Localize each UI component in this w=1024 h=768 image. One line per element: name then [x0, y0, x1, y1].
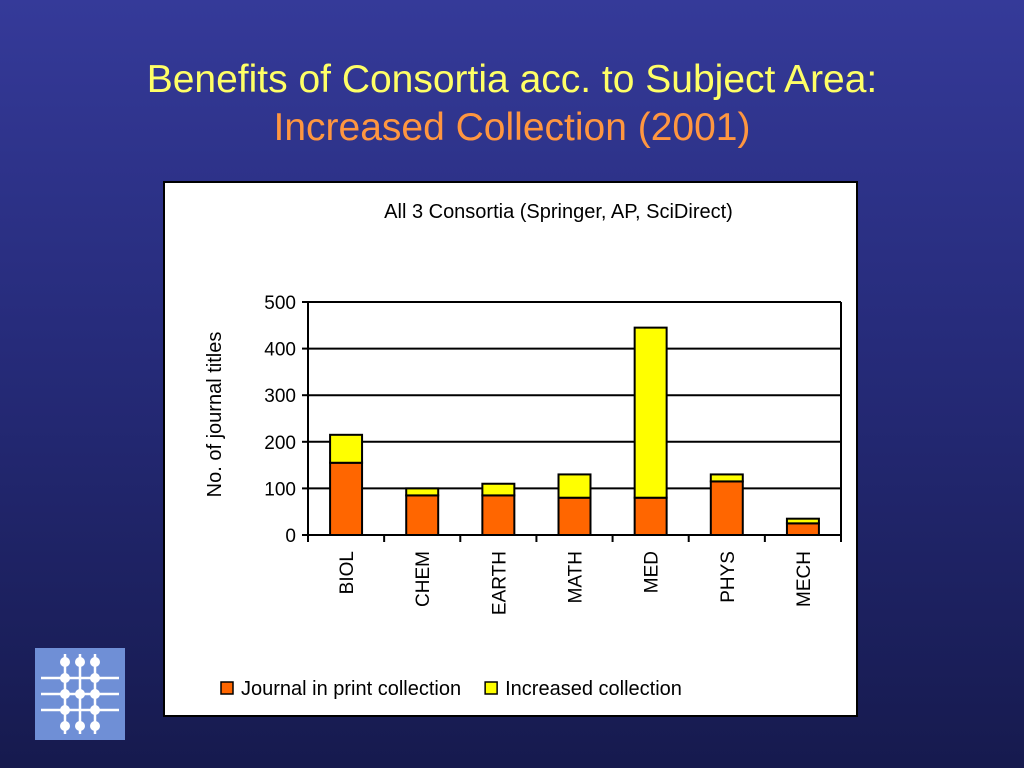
x-tick-label: MATH	[566, 551, 587, 603]
bar-chem-series-2	[405, 487, 440, 497]
x-tick-label: MED	[642, 551, 663, 593]
bar-mech-series-1	[785, 522, 820, 537]
bar-phys-series-2	[709, 473, 744, 483]
x-tick-label: CHEM	[413, 551, 434, 607]
bar-med-series-1	[633, 496, 668, 536]
stacked-bar-chart: All 3 Consortia (Springer, AP, SciDirect…	[204, 201, 842, 700]
bar-phys-series-1	[709, 480, 744, 537]
legend-swatch-1	[220, 681, 234, 695]
legend-swatch-2	[484, 681, 498, 695]
bar-math-series-1	[557, 496, 592, 536]
y-tick-label: 100	[264, 479, 296, 500]
y-axis-label: No. of journal titles	[204, 332, 226, 498]
circuit-logo-icon	[35, 648, 125, 740]
bar-earth-series-2	[481, 482, 516, 497]
bar-biol-series-1	[329, 461, 364, 536]
slide-title: Benefits of Consortia acc. to Subject Ar…	[0, 56, 1024, 152]
chart-title: All 3 Consortia (Springer, AP, SciDirect…	[384, 201, 733, 223]
bar-math-series-2	[557, 473, 592, 499]
x-tick-label: EARTH	[489, 551, 510, 615]
legend-label-1: Journal in print collection	[241, 678, 461, 700]
legend-label-2: Increased collection	[505, 678, 682, 700]
chart-panel: All 3 Consortia (Springer, AP, SciDirect…	[163, 181, 858, 717]
bar-med-series-2	[633, 326, 668, 499]
y-tick-label: 200	[264, 433, 296, 454]
x-tick-label: PHYS	[718, 551, 739, 603]
bar-mech-series-2	[785, 517, 820, 525]
y-tick-label: 500	[264, 293, 296, 314]
y-tick-label: 300	[264, 386, 296, 407]
y-tick-label: 0	[285, 526, 296, 547]
x-tick-label: BIOL	[337, 551, 358, 594]
bar-biol-series-2	[329, 433, 364, 464]
bar-earth-series-1	[481, 494, 516, 537]
x-tick-label: MECH	[794, 551, 815, 607]
bar-chem-series-1	[405, 494, 440, 537]
title-line-2: Increased Collection (2001)	[273, 106, 751, 149]
title-line-1: Benefits of Consortia acc. to Subject Ar…	[146, 58, 878, 101]
y-tick-label: 400	[264, 340, 296, 361]
